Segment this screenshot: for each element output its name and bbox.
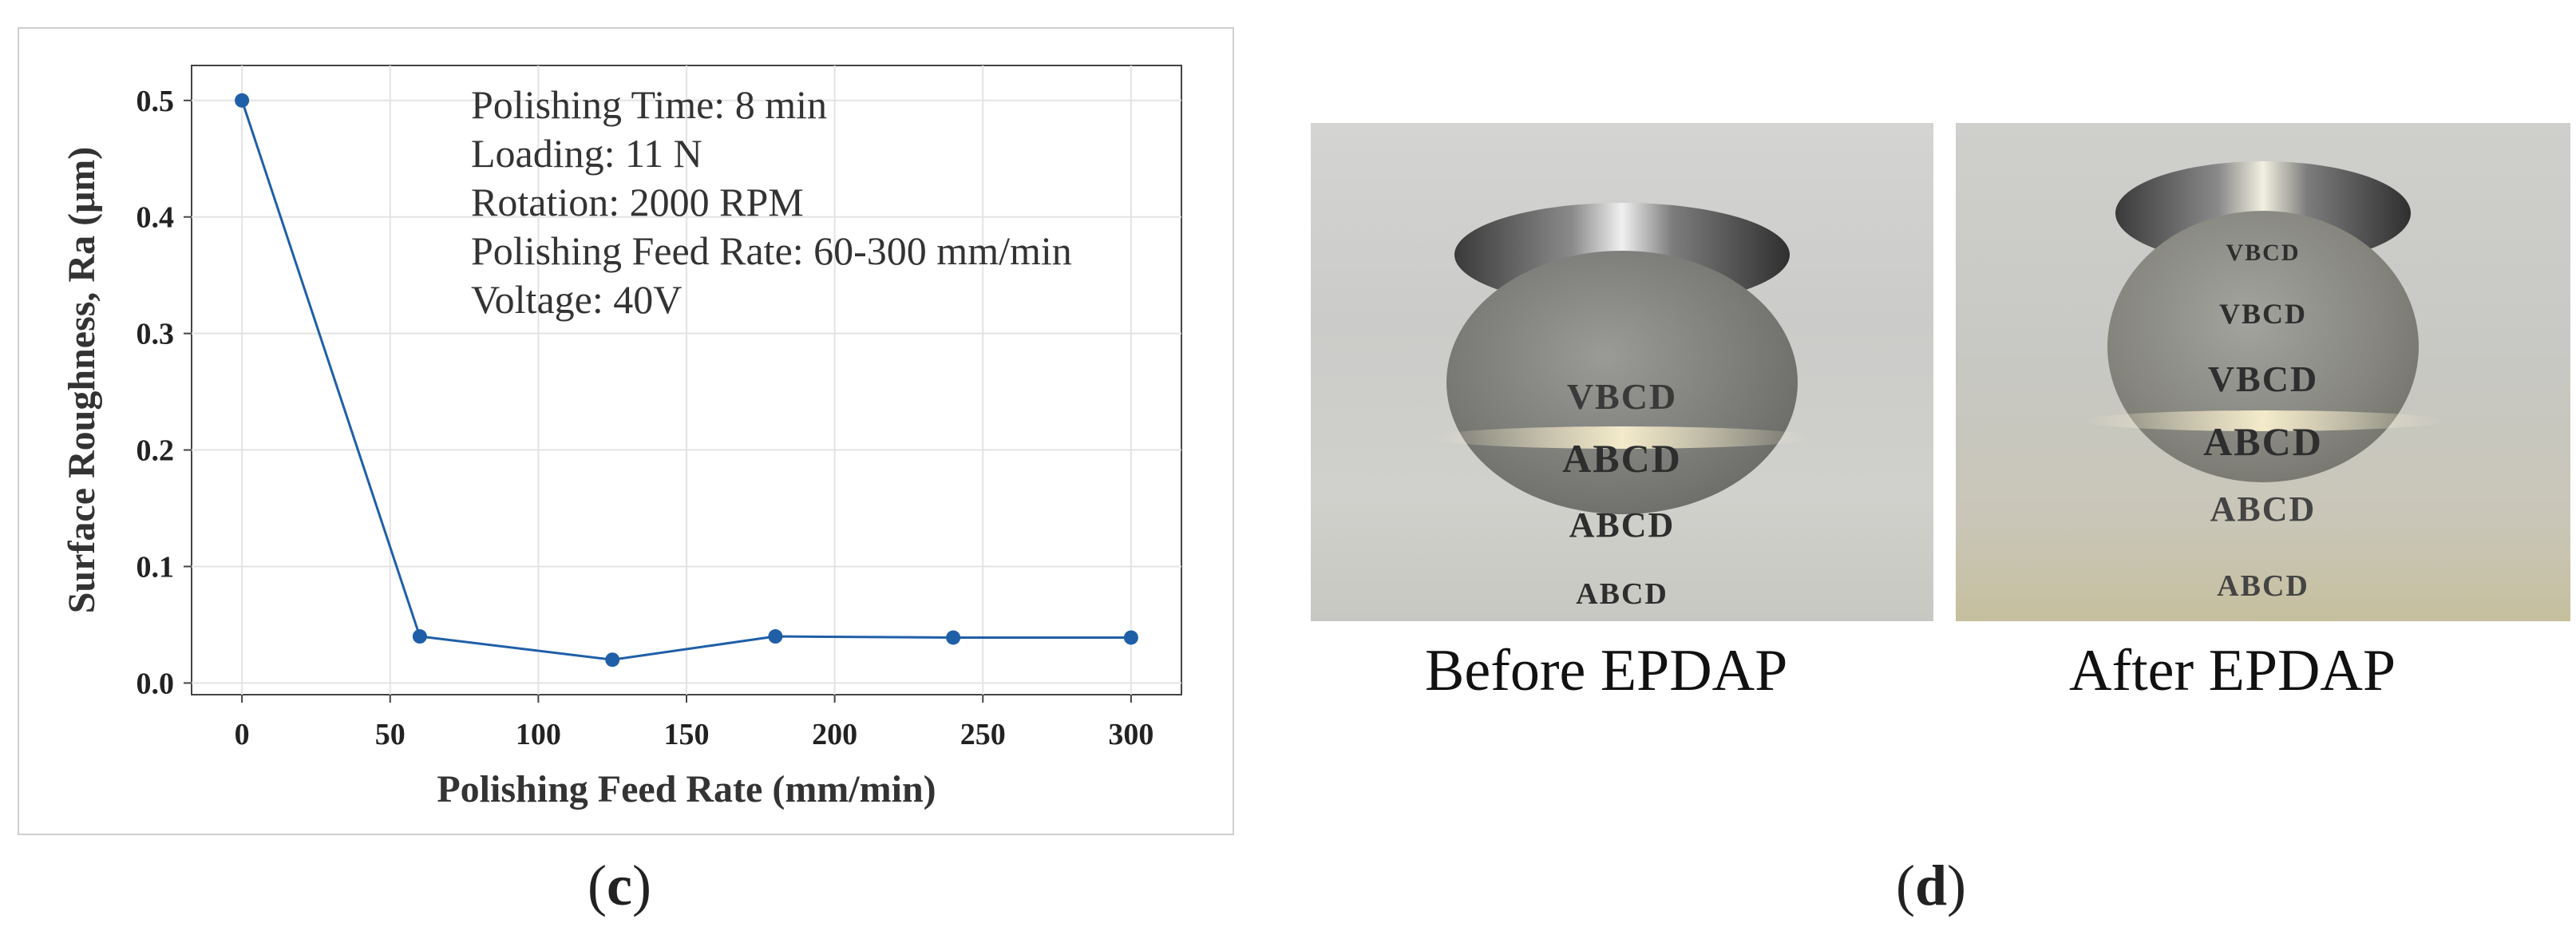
data-point xyxy=(605,652,620,668)
panel-label-d: (d) xyxy=(1896,854,1967,917)
disc-face-after xyxy=(2107,211,2419,482)
annotation-line: Rotation: 2000 RPM xyxy=(471,180,804,224)
x-tick-label: 200 xyxy=(812,718,857,751)
y-tick-label: 0.3 xyxy=(137,318,175,351)
x-tick-label: 150 xyxy=(664,718,710,751)
y-axis-label: Surface Roughness, Ra (μm) xyxy=(61,147,103,614)
before-text-4: ABCD xyxy=(1576,577,1668,611)
x-axis-label: Polishing Feed Rate (mm/min) xyxy=(437,768,936,810)
before-text-2: ABCD xyxy=(1562,436,1682,481)
annotation-line: Voltage: 40V xyxy=(471,277,682,322)
after-text-6: ABCD xyxy=(2217,569,2309,603)
annotation-line: Loading: 11 N xyxy=(471,131,702,176)
after-text-1: VBCD xyxy=(2226,240,2301,266)
after-text-3: VBCD xyxy=(2207,359,2319,399)
disc-face xyxy=(1446,251,1798,514)
data-point xyxy=(1123,630,1138,645)
after-caption: After EPDAP xyxy=(2069,638,2396,703)
after-text-4: ABCD xyxy=(2203,419,2323,464)
panel-label-c: (c) xyxy=(588,854,651,917)
y-tick-label: 0.2 xyxy=(137,434,175,468)
x-ticks: 0 50 100 150 200 250 300 xyxy=(235,695,1153,751)
series xyxy=(235,93,1138,668)
before-photo xyxy=(1311,123,1933,621)
x-tick-label: 250 xyxy=(960,718,1006,751)
x-tick-label: 50 xyxy=(375,718,406,751)
annotation-line: Polishing Feed Rate: 60-300 mm/min xyxy=(471,228,1072,273)
data-point xyxy=(235,93,250,108)
y-ticks: 0.0 0.1 0.2 0.3 0.4 0.5 xyxy=(137,85,192,700)
after-text-2: VBCD xyxy=(2218,298,2307,330)
before-text-3: ABCD xyxy=(1569,505,1676,545)
y-tick-label: 0.1 xyxy=(137,550,175,584)
y-tick-label: 0.4 xyxy=(137,201,175,235)
series-line xyxy=(240,100,1131,661)
before-text-1: VBCD xyxy=(1566,376,1678,417)
data-point xyxy=(768,629,783,644)
disc-highlight-after xyxy=(2083,410,2443,431)
after-photo xyxy=(1956,123,2570,621)
x-tick-label: 300 xyxy=(1108,718,1153,751)
x-tick-label: 0 xyxy=(235,718,250,751)
y-tick-label: 0.5 xyxy=(137,85,175,118)
data-point xyxy=(412,629,427,644)
data-point xyxy=(946,630,961,645)
after-text-5: ABCD xyxy=(2210,489,2317,529)
chart-frame xyxy=(18,27,1234,835)
grid xyxy=(192,65,1181,695)
disc-highlight xyxy=(1430,426,1814,449)
y-tick-label: 0.0 xyxy=(137,667,175,700)
x-tick-label: 100 xyxy=(516,718,561,751)
annotation-line: Polishing Time: 8 min xyxy=(471,82,827,127)
before-caption: Before EPDAP xyxy=(1425,638,1788,703)
